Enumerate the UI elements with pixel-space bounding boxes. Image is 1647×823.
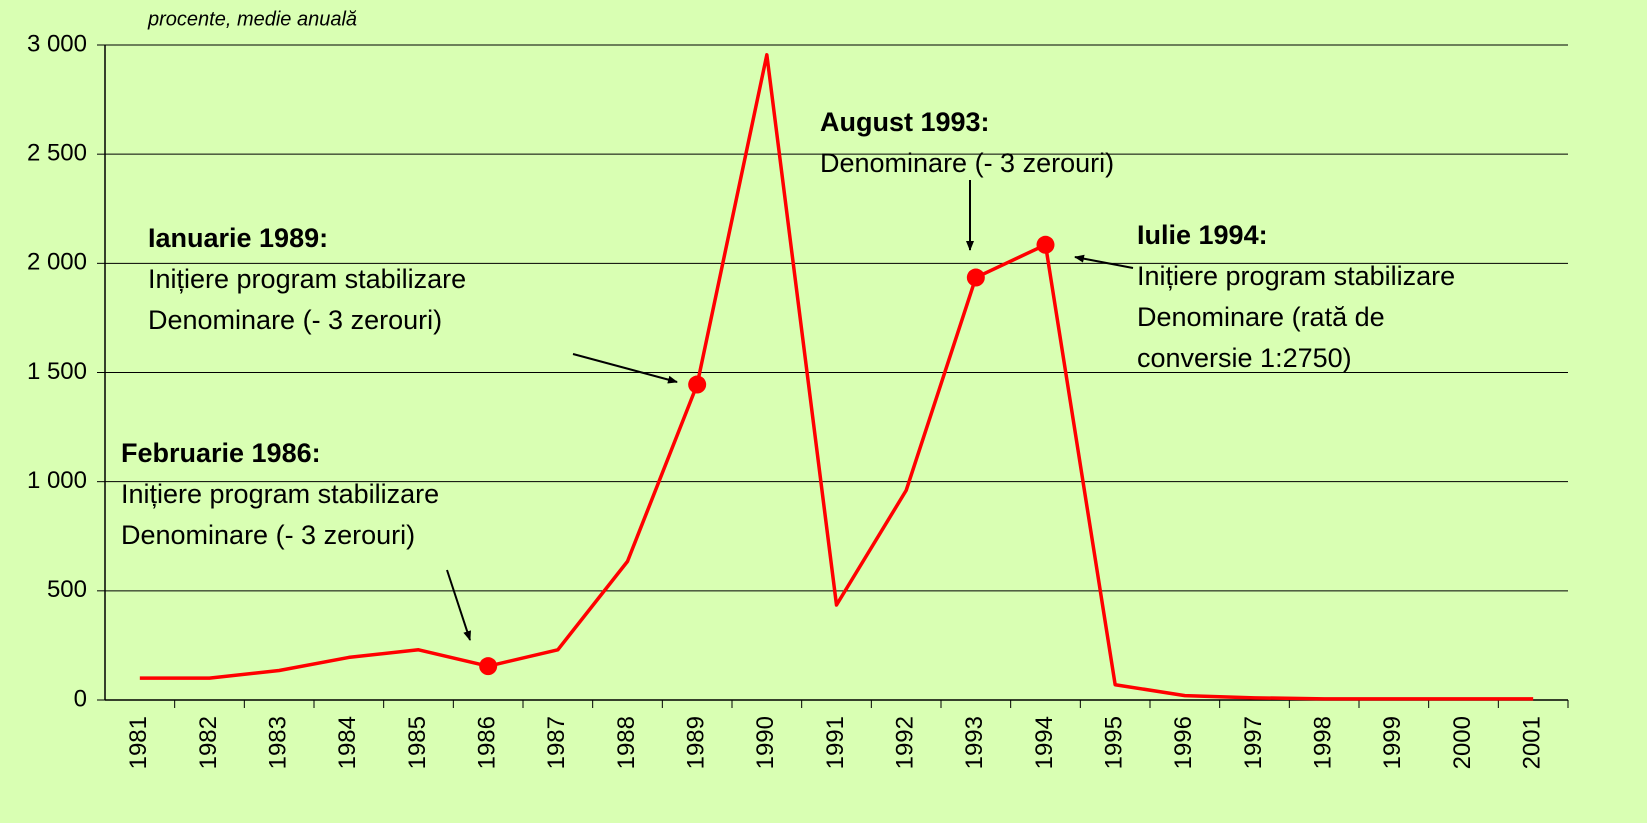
x-tick-label: 1993 xyxy=(961,716,988,769)
annotation-text: Inițiere program stabilizare xyxy=(121,479,439,509)
annotation-text: Denominare (- 3 zerouri) xyxy=(148,305,442,335)
annotation-text: Inițiere program stabilizare xyxy=(148,264,466,294)
annotation-text: Inițiere program stabilizare xyxy=(1137,261,1455,291)
annotation-title: Ianuarie 1989: xyxy=(148,223,328,253)
x-tick-label: 1987 xyxy=(543,716,570,769)
y-tick-label: 1 000 xyxy=(27,467,87,494)
annotation-title: Iulie 1994: xyxy=(1137,220,1268,250)
arrow xyxy=(572,353,678,384)
x-tick-label: 1982 xyxy=(195,716,222,769)
y-tick-label: 2 500 xyxy=(27,140,87,167)
x-tick-label: 1999 xyxy=(1379,716,1406,769)
annotation-title: August 1993: xyxy=(820,107,990,137)
annotation-text: Denominare (- 3 zerouri) xyxy=(820,148,1114,178)
x-tick-label: 1990 xyxy=(752,716,779,769)
marker xyxy=(479,657,498,676)
marker xyxy=(1036,235,1055,254)
annotation-title: Februarie 1986: xyxy=(121,438,321,468)
line xyxy=(139,53,1534,701)
y-tick-label: 500 xyxy=(47,576,87,603)
annotation-text: Denominare (rată de xyxy=(1137,302,1385,332)
x-tick-label: 1996 xyxy=(1170,716,1197,769)
y-tick-label: 0 xyxy=(74,685,87,712)
annotation-text: conversie 1:2750) xyxy=(1137,343,1352,373)
annotation-text: Denominare (- 3 zerouri) xyxy=(121,520,415,550)
y-tick-label: 1 500 xyxy=(27,358,87,385)
x-tick-label: 1998 xyxy=(1310,716,1337,769)
arrow xyxy=(1074,254,1134,269)
x-tick-label: 1997 xyxy=(1240,716,1267,769)
marker xyxy=(688,375,707,394)
x-tick-label: 1985 xyxy=(404,716,431,769)
x-tick-label: 1995 xyxy=(1101,716,1128,769)
x-tick-label: 1992 xyxy=(892,716,919,769)
x-tick-label: 1981 xyxy=(125,716,152,769)
x-tick-label: 1983 xyxy=(265,716,292,769)
x-tick-label: 1994 xyxy=(1031,716,1058,769)
y-tick-label: 3 000 xyxy=(27,30,87,57)
subtitle: procente, medie anuală xyxy=(147,8,357,30)
x-tick-label: 1988 xyxy=(613,716,640,769)
x-tick-label: 2001 xyxy=(1519,716,1546,769)
x-tick-label: 1991 xyxy=(822,716,849,769)
arrow xyxy=(446,569,471,641)
marker xyxy=(966,268,985,287)
x-tick-label: 1984 xyxy=(334,716,361,769)
arrows xyxy=(446,180,1134,641)
x-tick-label: 1989 xyxy=(683,716,710,769)
x-tick-label: 1986 xyxy=(474,716,501,769)
x-tick-label: 2000 xyxy=(1449,716,1476,769)
y-tick-label: 2 000 xyxy=(27,249,87,276)
